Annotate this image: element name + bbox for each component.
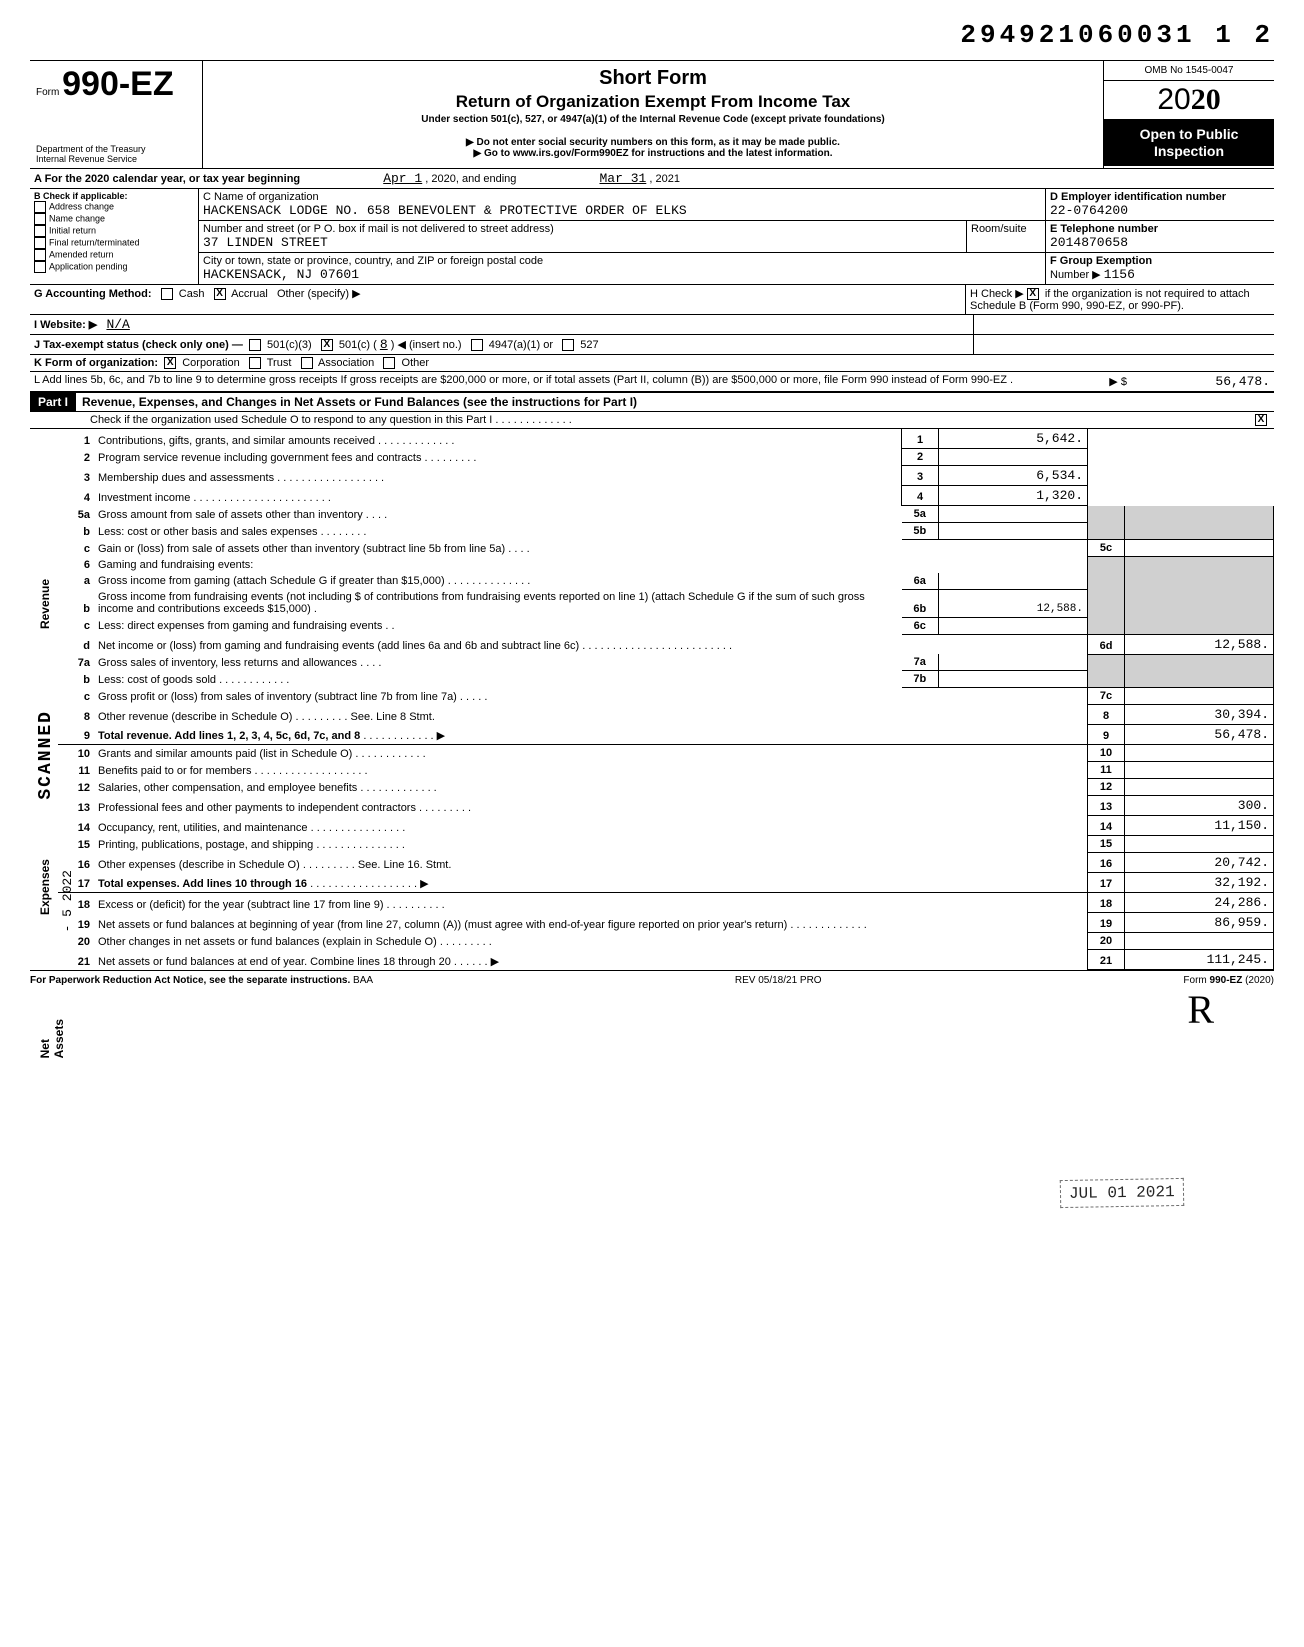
dept-label: Department of the Treasury Internal Reve…	[36, 144, 196, 164]
street-value: 37 LINDEN STREET	[203, 235, 328, 250]
part-i-title: Revenue, Expenses, and Changes in Net As…	[76, 395, 637, 409]
subtitle: Under section 501(c), 527, or 4947(a)(1)…	[213, 114, 1093, 125]
section-a: A For the 2020 calendar year, or tax yea…	[30, 169, 1274, 188]
line-g: G Accounting Method: Cash Accrual Other …	[30, 285, 965, 314]
group-exempt-label: F Group Exemption	[1050, 255, 1152, 267]
check-address[interactable]	[34, 201, 46, 213]
room-label: Room/suite	[971, 223, 1027, 235]
street-label: Number and street (or P O. box if mail i…	[203, 223, 554, 235]
note-url: ▶ Go to www.irs.gov/Form990EZ for instru…	[213, 148, 1093, 159]
short-form-title: Short Form	[213, 67, 1093, 90]
check-final[interactable]	[34, 237, 46, 249]
check-accrual[interactable]	[214, 288, 226, 300]
check-501c[interactable]	[321, 339, 333, 351]
note-ssn: ▶ Do not enter social security numbers o…	[213, 137, 1093, 148]
phone-label: E Telephone number	[1050, 223, 1158, 235]
part-i-header: Part I	[30, 393, 76, 411]
check-initial[interactable]	[34, 225, 46, 237]
side-netassets: Net Assets	[38, 1019, 66, 1058]
tax-year: 2020	[1104, 81, 1274, 120]
check-pending[interactable]	[34, 261, 46, 273]
ein-label: D Employer identification number	[1050, 191, 1226, 203]
barcode-number: 294921060031 1 2	[30, 20, 1274, 50]
check-other-org[interactable]	[383, 357, 395, 369]
line-i: I Website: ▶ N/A	[30, 315, 973, 334]
check-4947[interactable]	[471, 339, 483, 351]
check-sched-b[interactable]	[1027, 288, 1039, 300]
line-l: L Add lines 5b, 6c, and 7b to line 9 to …	[30, 372, 1274, 391]
open-to-public: Open to Public Inspection	[1104, 120, 1274, 166]
omb-number: OMB No 1545-0047	[1104, 61, 1274, 81]
side-expenses: Expenses	[38, 859, 52, 915]
side-revenue: Revenue	[38, 579, 52, 629]
line-k: K Form of organization: Corporation Trus…	[30, 355, 1274, 371]
part-i-check: Check if the organization used Schedule …	[30, 412, 1274, 428]
check-amended[interactable]	[34, 249, 46, 261]
city-label: City or town, state or province, country…	[203, 255, 543, 267]
ein-value: 22-0764200	[1050, 203, 1128, 218]
footer: For Paperwork Reduction Act Notice, see …	[30, 970, 1274, 986]
initial-mark: R	[30, 986, 1274, 1033]
check-trust[interactable]	[249, 357, 261, 369]
check-corp[interactable]	[164, 357, 176, 369]
check-assoc[interactable]	[301, 357, 313, 369]
check-name[interactable]	[34, 213, 46, 225]
check-cash[interactable]	[161, 288, 173, 300]
line-j: J Tax-exempt status (check only one) — 5…	[30, 335, 973, 354]
org-name: HACKENSACK LODGE NO. 658 BENEVOLENT & PR…	[203, 203, 687, 218]
line-h: H Check ▶ if the organization is not req…	[965, 285, 1274, 314]
group-exempt-value: 1156	[1104, 267, 1135, 282]
phone-value: 2014870658	[1050, 235, 1128, 250]
main-title: Return of Organization Exempt From Incom…	[213, 92, 1093, 112]
check-501c3[interactable]	[249, 339, 261, 351]
check-sched-o[interactable]	[1255, 414, 1267, 426]
city-value: HACKENSACK, NJ 07601	[203, 267, 359, 282]
section-b: B Check if applicable: Address change Na…	[30, 189, 199, 284]
date-stamp: JUL 01 2021	[1060, 1178, 1184, 1208]
check-527[interactable]	[562, 339, 574, 351]
name-label: C Name of organization	[203, 191, 319, 203]
lines-table: 1Contributions, gifts, grants, and simil…	[58, 429, 1274, 970]
form-number: Form 990-EZ	[36, 65, 196, 104]
